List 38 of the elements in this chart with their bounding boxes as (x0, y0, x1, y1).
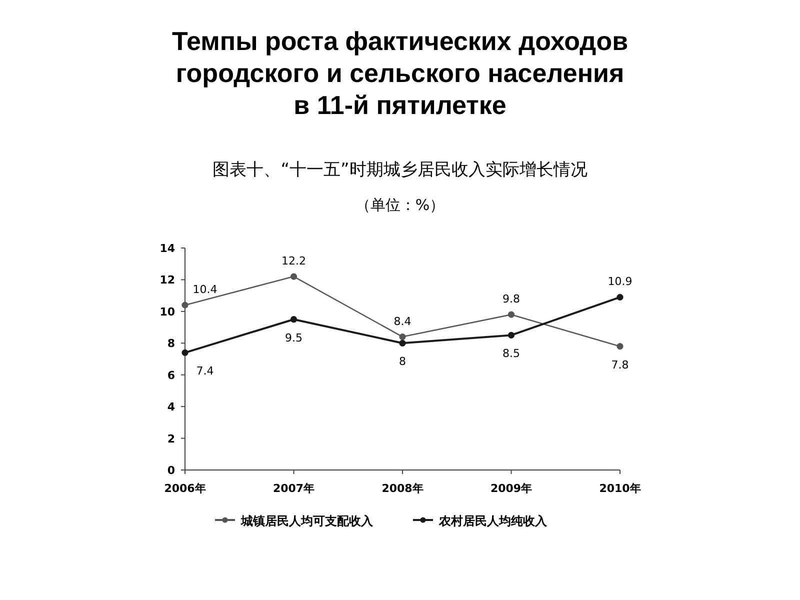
x-tick-label: 2010年 (599, 482, 641, 495)
point (508, 332, 515, 339)
point (399, 340, 406, 346)
point (182, 302, 188, 308)
legend-label: 城镇居民人均可支配收入 (240, 514, 374, 528)
y-tick-label: 4 (167, 400, 176, 414)
point (399, 334, 406, 340)
data-label: 9.8 (502, 292, 520, 306)
data-label: 9.5 (285, 331, 302, 344)
x-tick-label: 2006年 (164, 482, 206, 495)
data-label: 10.9 (608, 275, 632, 288)
point (290, 316, 298, 323)
data-label: 10.4 (192, 283, 218, 296)
point (182, 349, 188, 356)
y-tick-label: 2 (167, 432, 175, 446)
y-tick-label: 0 (167, 464, 176, 477)
data-label: 7.8 (611, 358, 629, 372)
x-tick-label: 2008年 (382, 482, 424, 495)
y-tick-label: 8 (167, 337, 175, 350)
y-tick-label: 12 (160, 274, 175, 287)
point (616, 343, 624, 350)
data-label: 7.4 (196, 364, 214, 378)
data-label: 8.5 (502, 347, 520, 360)
chart-title: Темпы роста фактических доходов городского и сельского населения в 11-й пятилетке (172, 26, 628, 120)
point (290, 273, 298, 280)
x-tick-label: 2009年 (490, 482, 532, 495)
data-label: 12.2 (282, 254, 306, 268)
point (508, 311, 515, 318)
text: （单位：%） (355, 196, 445, 214)
y-tick-label: 10 (160, 305, 176, 318)
data-label: 8 (399, 355, 406, 368)
legend-label: 农村居民人均纯收入 (438, 514, 548, 528)
x-tick-label: 2007年 (272, 482, 315, 495)
y-tick-label: 14 (160, 242, 176, 255)
data-label: 8.4 (394, 314, 412, 328)
point (616, 294, 624, 300)
y-tick-label: 6 (167, 368, 176, 382)
chart-subtitle: 图表十、“十一五”时期城乡居民收入实际增长情况 (212, 160, 588, 180)
